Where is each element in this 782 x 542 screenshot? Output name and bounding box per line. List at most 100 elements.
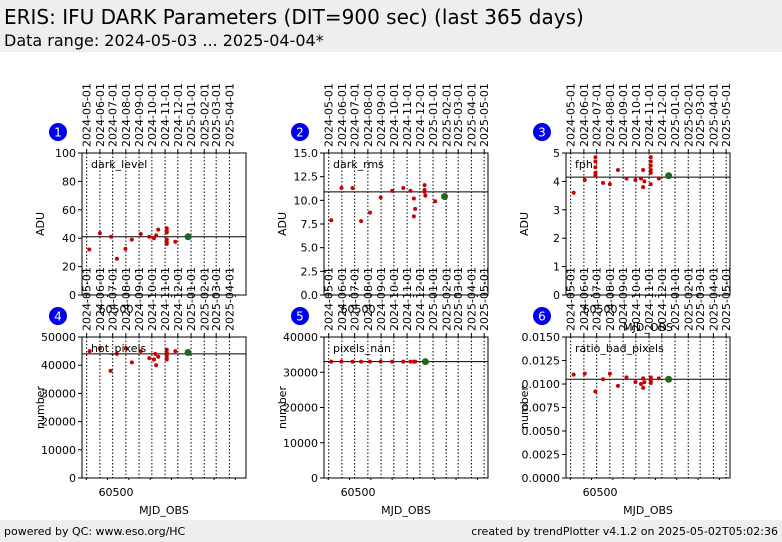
page-title: ERIS: IFU DARK Parameters (DIT=900 sec) …	[4, 5, 584, 29]
axes-frame	[81, 152, 247, 296]
date-tick-label: 2025-03-01	[694, 267, 707, 331]
chart-panel: 2024-05-01 2024-06-01 2024-07-01 2024-08-01…	[276, 83, 491, 316]
data-point	[114, 351, 119, 356]
date-tick-label: 2025-04-01	[707, 83, 720, 147]
axes-frame	[81, 336, 247, 479]
y-tick-label: 20000	[283, 402, 318, 415]
x-axis-label: MJD_OBS	[139, 504, 189, 517]
date-tick-label: 2025-01-01	[669, 83, 682, 147]
parameter-label: dark_rms	[333, 158, 384, 171]
data-point	[593, 165, 598, 170]
date-tick-label: 2024-06-01	[94, 83, 107, 147]
data-point	[571, 372, 576, 377]
latest-point	[665, 172, 673, 180]
data-point	[648, 168, 653, 173]
data-point	[147, 234, 152, 239]
date-tick-label: 2024-09-01	[375, 267, 388, 331]
chart-panel: 2024-05-01 2024-06-01 2024-07-01 2024-08-01…	[34, 267, 247, 517]
date-tick-label: 2024-07-01	[591, 267, 604, 331]
y-tick-label: 2.5	[301, 265, 319, 278]
page-subtitle: Data range: 2024-05-03 ... 2025-04-04*	[4, 31, 324, 50]
y-tick-label: 0.0150	[522, 331, 561, 344]
date-tick-label: 2024-11-01	[401, 83, 414, 147]
data-point	[422, 183, 427, 188]
date-tick-label: 2025-04-01	[707, 267, 720, 331]
date-tick-label: 2024-07-01	[591, 83, 604, 147]
data-point	[648, 381, 653, 386]
data-point	[641, 376, 646, 381]
data-point	[151, 236, 156, 241]
latest-point	[184, 349, 192, 357]
data-point	[87, 349, 92, 354]
data-point	[378, 195, 383, 200]
data-point	[641, 185, 646, 190]
data-point	[164, 347, 169, 352]
date-tick-label: 2024-10-01	[388, 83, 401, 147]
date-tick-label: 2024-09-01	[375, 83, 388, 147]
data-point	[401, 186, 406, 191]
data-point	[601, 377, 606, 382]
footer-credit: powered by QC: www.eso.org/HC	[4, 525, 186, 538]
panel-number: 4	[54, 310, 62, 324]
y-tick-label: 0	[69, 289, 76, 302]
date-tick-label: 2024-12-01	[414, 83, 427, 147]
x-tick-label: 60500	[341, 303, 376, 316]
date-tick-label: 2025-02-01	[682, 83, 695, 147]
data-point	[433, 199, 438, 204]
date-tick-label: 2025-05-01	[720, 267, 733, 331]
data-point	[593, 170, 598, 175]
data-point	[641, 168, 646, 173]
date-tick-label: 2025-02-01	[198, 267, 211, 331]
data-point	[153, 351, 158, 356]
y-tick-label: 10000	[283, 437, 318, 450]
y-tick-label: 10.0	[294, 194, 319, 207]
latest-point	[184, 233, 192, 241]
header-bar: ERIS: IFU DARK Parameters (DIT=900 sec) …	[0, 0, 782, 52]
data-point	[164, 226, 169, 231]
panel-number-badge	[533, 123, 551, 141]
data-point	[164, 357, 169, 362]
y-tick-label: 0.0125	[522, 355, 561, 368]
data-point	[114, 256, 119, 261]
date-tick-label: 2024-06-01	[94, 267, 107, 331]
date-tick-label: 2024-11-01	[643, 267, 656, 331]
x-tick-label: 60500	[583, 303, 618, 316]
date-tick-label: 2025-02-01	[440, 83, 453, 147]
y-tick-label: 0.0	[301, 289, 319, 302]
date-tick-label: 2025-01-01	[185, 267, 198, 331]
data-point	[147, 356, 152, 361]
y-tick-label: 30000	[283, 366, 318, 379]
y-tick-label: 2	[553, 232, 560, 245]
data-point	[648, 170, 653, 175]
data-point	[633, 380, 638, 385]
data-point	[615, 383, 620, 388]
data-point	[108, 234, 113, 239]
y-axis-label: number	[276, 386, 289, 429]
data-point	[138, 349, 143, 354]
data-point	[359, 359, 364, 364]
date-tick-label: 2024-05-01	[81, 267, 94, 331]
data-point	[390, 188, 395, 193]
y-tick-label: 0	[69, 472, 76, 485]
y-tick-label: 15.0	[294, 147, 319, 160]
data-point	[593, 173, 598, 178]
date-tick-label: 2024-07-01	[107, 83, 120, 147]
panel-number: 2	[296, 126, 304, 140]
y-axis-label: number	[518, 386, 531, 429]
date-tick-label: 2024-12-01	[414, 267, 427, 331]
data-point	[571, 190, 576, 195]
x-axis-label: MJD_OBS	[381, 504, 431, 517]
date-tick-label: 2024-11-01	[401, 267, 414, 331]
data-point	[633, 177, 638, 182]
data-point	[154, 233, 159, 238]
y-tick-label: 0.0075	[522, 402, 561, 415]
data-point	[413, 206, 418, 211]
y-tick-label: 1	[553, 261, 560, 274]
y-tick-label: 40000	[41, 359, 76, 372]
x-axis-label: MJD_OBS	[623, 321, 673, 334]
data-point	[151, 357, 156, 362]
y-tick-label: 4	[553, 175, 560, 188]
y-axis-label: number	[34, 386, 47, 429]
date-tick-label: 2024-08-01	[604, 83, 617, 147]
data-point	[97, 231, 102, 236]
